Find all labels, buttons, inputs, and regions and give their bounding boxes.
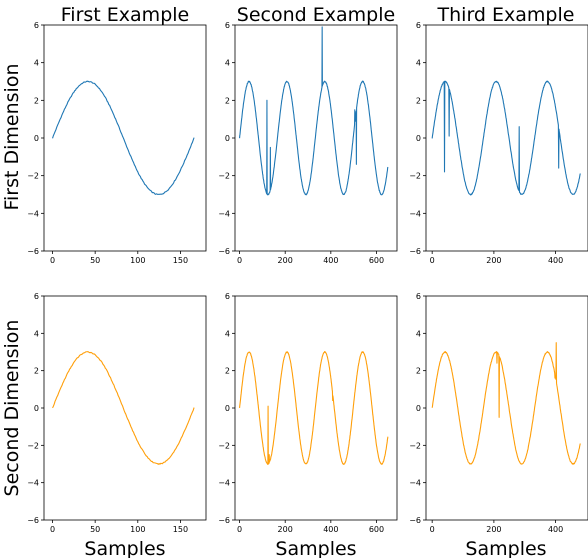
y-tick-label: −2 (409, 172, 421, 181)
series-line (52, 80, 195, 195)
x-tick-label: 400 (323, 256, 338, 265)
y-tick-label: 6 (34, 292, 39, 301)
plot-frame (234, 24, 398, 252)
y-tick-label: 4 (225, 59, 230, 68)
y-tick-label: −2 (27, 172, 39, 181)
series-line (431, 80, 581, 196)
y-tick-label: 6 (416, 21, 421, 30)
x-tick-label: 0 (430, 256, 435, 265)
column-title-3: Third Example (437, 4, 575, 26)
y-tick-label: −2 (218, 172, 230, 181)
panel-row2-col1: −6 −4 −2 0 2 4 6 0 50 100 150 (27, 292, 207, 534)
x-tick-label: 50 (90, 525, 100, 534)
y-tick-label: 0 (225, 404, 230, 413)
x-tick-label: 100 (130, 256, 145, 265)
y-tick-label: 4 (416, 329, 421, 338)
y-tick-label: 2 (34, 96, 39, 105)
y-tick-label: −2 (27, 441, 39, 450)
y-tick-label: −6 (27, 247, 39, 256)
x-axis-label-1: Samples (84, 538, 165, 558)
y-tick-label: 6 (225, 292, 230, 301)
panel-row2-col2: −6 −4 −2 0 2 4 6 0 200 400 600 (218, 292, 398, 534)
y-tick-label: −6 (409, 516, 421, 525)
x-tick-label: 400 (323, 525, 338, 534)
y-tick-label: −4 (218, 479, 230, 488)
x-axis-label-3: Samples (465, 538, 546, 558)
series-line (239, 26, 389, 196)
x-tick-label: 600 (369, 525, 384, 534)
x-tick-label: 0 (430, 525, 435, 534)
y-tick-label: −4 (218, 209, 230, 218)
y-tick-label: 0 (416, 134, 421, 143)
x-tick-label: 200 (486, 525, 501, 534)
x-tick-label: 0 (50, 525, 55, 534)
y-tick-label: 0 (34, 404, 39, 413)
y-tick-label: 2 (416, 367, 421, 376)
x-tick-label: 400 (548, 256, 563, 265)
panel-row1-col3: −6 −4 −2 0 2 4 6 0 200 400 (409, 21, 588, 265)
y-tick-label: 2 (225, 367, 230, 376)
panel-row1-col1: −6 −4 −2 0 2 4 6 0 50 100 150 (27, 21, 207, 265)
x-tick-label: 600 (369, 256, 384, 265)
y-tick-label: 6 (225, 21, 230, 30)
x-tick-label: 200 (278, 525, 293, 534)
y-tick-label: −6 (27, 516, 39, 525)
series-line (239, 351, 389, 465)
y-tick-label: 4 (34, 329, 39, 338)
y-tick-label: 6 (416, 292, 421, 301)
column-title-2: Second Example (237, 4, 395, 26)
x-tick-label: 100 (130, 525, 145, 534)
y-tick-label: −6 (218, 516, 230, 525)
y-tick-label: 6 (34, 21, 39, 30)
y-tick-label: −2 (409, 441, 421, 450)
x-tick-label: 150 (173, 256, 188, 265)
plot-frame (425, 24, 588, 252)
y-tick-label: 0 (416, 404, 421, 413)
y-tick-label: 4 (225, 329, 230, 338)
y-tick-label: 4 (34, 59, 39, 68)
y-tick-label: 2 (225, 96, 230, 105)
y-tick-label: −4 (409, 479, 421, 488)
x-tick-label: 0 (50, 256, 55, 265)
x-tick-label: 400 (548, 525, 563, 534)
plot-frame (43, 24, 207, 252)
x-tick-label: 150 (173, 525, 188, 534)
y-tick-label: −2 (218, 441, 230, 450)
row-label-2: Second Dimension (1, 320, 23, 497)
column-title-1: First Example (61, 4, 189, 26)
y-tick-label: 2 (34, 367, 39, 376)
y-tick-label: 4 (416, 59, 421, 68)
series-line (52, 351, 195, 465)
x-tick-label: 0 (237, 525, 242, 534)
plot-frame (43, 295, 207, 521)
panel-row1-col2: −6 −4 −2 0 2 4 6 0 200 400 600 (218, 21, 398, 265)
y-tick-label: 0 (34, 134, 39, 143)
panel-row2-col3: −6 −4 −2 0 2 4 6 0 200 400 (409, 292, 588, 534)
plot-frame (234, 295, 398, 521)
plot-frame (425, 295, 588, 521)
x-tick-label: 50 (90, 256, 100, 265)
x-tick-label: 0 (237, 256, 242, 265)
x-axis-label-2: Samples (275, 538, 356, 558)
y-tick-label: 2 (416, 96, 421, 105)
y-tick-label: −4 (409, 209, 421, 218)
y-tick-label: 0 (225, 134, 230, 143)
row-label-1: First Dimension (1, 63, 23, 210)
y-tick-label: −6 (409, 247, 421, 256)
y-tick-label: −6 (218, 247, 230, 256)
y-tick-label: −4 (27, 479, 39, 488)
x-tick-label: 200 (278, 256, 293, 265)
y-tick-label: −4 (27, 209, 39, 218)
series-line (431, 342, 581, 465)
x-tick-label: 200 (486, 256, 501, 265)
